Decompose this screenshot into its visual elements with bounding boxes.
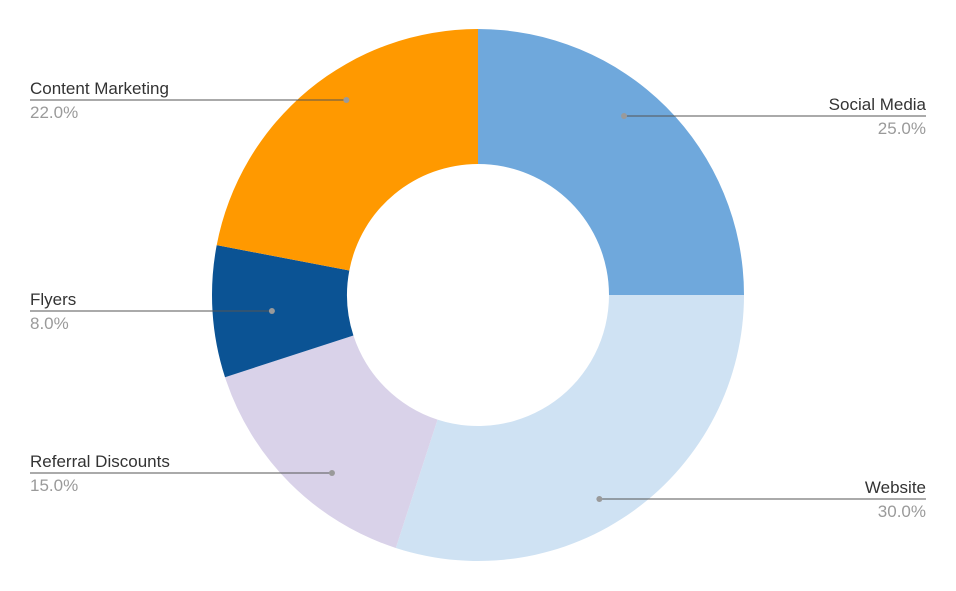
slices-group (211, 29, 744, 561)
value-content-marketing: 22.0% (30, 103, 78, 122)
leader-dot-flyers (268, 308, 275, 314)
slice-social-media[interactable] (478, 29, 744, 295)
slice-content-marketing[interactable] (216, 29, 478, 271)
leader-dot-content-marketing (343, 97, 350, 103)
label-referral-discounts: Referral Discounts (30, 452, 170, 471)
leader-dot-social-media (621, 113, 628, 119)
value-website: 30.0% (878, 502, 926, 521)
slice-referral-discounts[interactable] (225, 335, 438, 548)
labels-group: Social Media 25.0% Website 30.0% Referral Di… (30, 79, 927, 521)
label-content-marketing: Content Marketing (30, 79, 169, 98)
slice-flyers[interactable] (211, 245, 354, 378)
leader-dot-referral-discounts (328, 470, 335, 476)
label-flyers: Flyers (30, 290, 76, 309)
slice-website[interactable] (395, 295, 744, 561)
label-website: Website (865, 478, 926, 497)
value-flyers: 8.0% (30, 314, 69, 333)
value-referral-discounts: 15.0% (30, 476, 78, 495)
value-social-media: 25.0% (878, 119, 926, 138)
label-social-media: Social Media (829, 95, 927, 114)
leader-dot-website (596, 496, 603, 502)
